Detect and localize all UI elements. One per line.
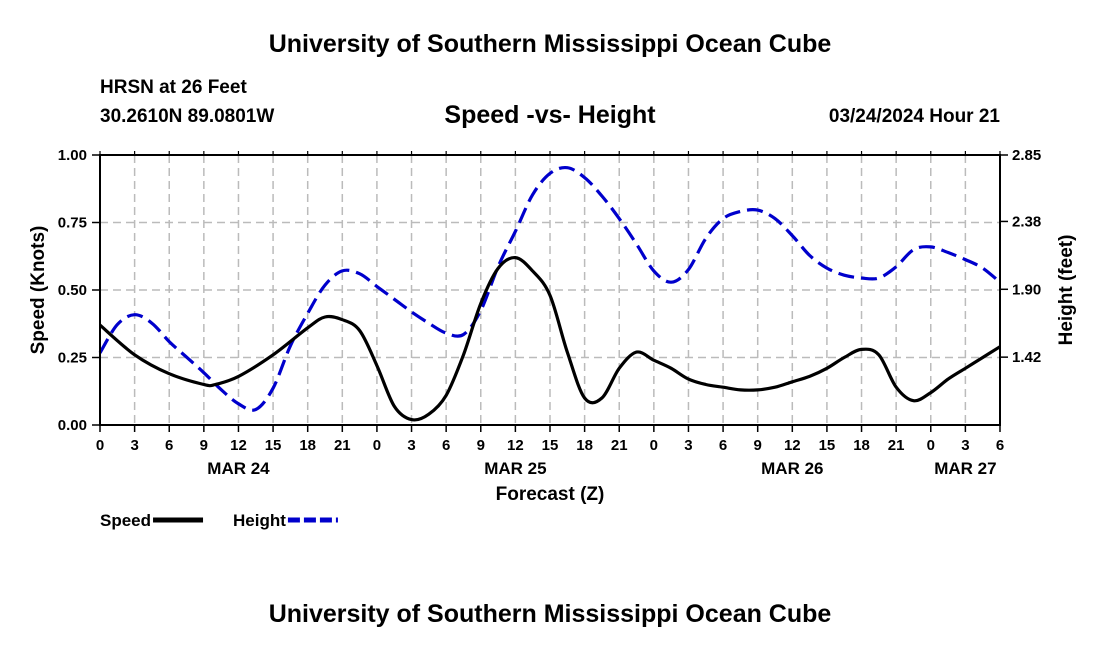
series-line-speed (98, 255, 1001, 422)
x-tick-label: 21 (334, 437, 351, 454)
x-tick-label: 0 (927, 437, 935, 454)
y-tick-label: 0.75 (58, 215, 87, 232)
y2-tick-label: 1.42 (1012, 349, 1041, 366)
x-axis-label: Forecast (Z) (496, 484, 605, 505)
x-tick-label: 21 (611, 437, 628, 454)
x-tick-label: 15 (819, 437, 836, 454)
y-axis-label: Speed (Knots) (28, 226, 49, 355)
x-date-label: MAR 24 (207, 459, 270, 478)
legend-label-speed: Speed (100, 511, 151, 530)
y2-tick-label: 1.90 (1012, 281, 1041, 298)
y-tick-label: 0.00 (58, 417, 87, 434)
x-tick-label: 0 (650, 437, 658, 454)
x-tick-label: 12 (507, 437, 524, 454)
axes-layer: 0 3 6 9 12 15 18 21 0 3 6 9 12 15 18 21 0 3 6 9 12 15 18 21 0 3 6M… (28, 147, 1077, 505)
x-tick-label: 3 (684, 437, 692, 454)
forecast-datetime: 03/24/2024 Hour 21 (828, 106, 1000, 127)
x-tick-label: 6 (719, 437, 727, 454)
x-tick-label: 9 (477, 437, 485, 454)
chart-subtitle: Speed -vs- Height (444, 101, 656, 129)
y-tick-label: 0.25 (58, 350, 87, 367)
x-tick-label: 6 (996, 437, 1004, 454)
x-tick-label: 3 (961, 437, 969, 454)
x-tick-label: 21 (888, 437, 905, 454)
x-tick-label: 15 (542, 437, 559, 454)
chart-title-top: University of Southern Mississippi Ocean… (268, 30, 832, 58)
x-tick-label: 3 (407, 437, 415, 454)
x-tick-label: 15 (265, 437, 282, 454)
x-tick-label: 3 (130, 437, 138, 454)
x-tick-label: 9 (200, 437, 208, 454)
x-tick-label: 0 (96, 437, 104, 454)
series-line-height (98, 165, 1002, 412)
y2-tick-label: 2.38 (1012, 213, 1041, 230)
y-tick-label: 0.50 (58, 282, 87, 299)
x-tick-label: 6 (442, 437, 450, 454)
grid-lines (100, 155, 1000, 425)
x-tick-label: 12 (784, 437, 801, 454)
y-tick-label: 1.00 (58, 147, 87, 164)
x-tick-label: 18 (299, 437, 316, 454)
x-tick-label: 0 (373, 437, 381, 454)
x-date-label: MAR 26 (761, 459, 823, 478)
x-tick-label: 12 (230, 437, 247, 454)
x-date-label: MAR 25 (484, 459, 546, 478)
series-layer (98, 165, 1002, 422)
y2-tick-label: 2.85 (1012, 147, 1041, 164)
x-tick-label: 9 (754, 437, 762, 454)
x-tick-label: 6 (165, 437, 173, 454)
x-tick-label: 18 (576, 437, 593, 454)
station-label: HRSN at 26 Feet (100, 77, 247, 98)
chart-title-bottom: University of Southern Mississippi Ocean… (268, 600, 832, 628)
y2-axis-label: Height (feet) (1056, 235, 1077, 346)
x-date-label: MAR 27 (934, 459, 996, 478)
station-coordinates: 30.2610N 89.0801W (100, 106, 275, 127)
legend-label-height: Height (233, 511, 286, 530)
x-tick-label: 18 (853, 437, 870, 454)
legend: Speed Height (100, 511, 338, 530)
